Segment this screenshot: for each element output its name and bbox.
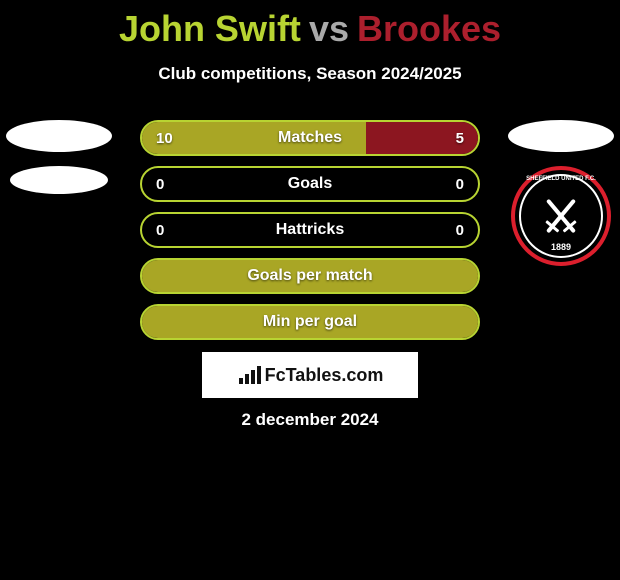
stat-val-left: 0 xyxy=(156,176,164,193)
title-vs: vs xyxy=(309,8,349,49)
left-badge-area xyxy=(4,120,114,194)
stat-row-1: Goals0 0 xyxy=(140,166,480,202)
title-player1: John Swift xyxy=(119,8,301,49)
stat-label: Min per goal xyxy=(142,313,478,331)
crest-swords-icon xyxy=(536,191,586,241)
right-ellipse-1 xyxy=(508,120,614,152)
date-text: 2 december 2024 xyxy=(0,410,620,430)
stat-row-2: Hattricks0 0 xyxy=(140,212,480,248)
left-ellipse-2 xyxy=(10,166,108,194)
stat-rows: Matches105Goals00Hattricks00Goals per ma… xyxy=(140,120,480,340)
crest-top-text: SHEFFIELD UNITED F.C. xyxy=(515,176,607,182)
crest-year: 1889 xyxy=(551,242,571,252)
stat-label: Hattricks xyxy=(142,221,478,239)
bar-chart-icon xyxy=(237,364,263,386)
stat-row-0: Matches10 5 xyxy=(140,120,480,156)
subtitle: Club competitions, Season 2024/2025 xyxy=(0,64,620,84)
stat-val-left: 0 xyxy=(156,222,164,239)
watermark-text: FcTables.com xyxy=(265,365,384,386)
stat-val-right: 5 xyxy=(456,130,464,147)
stat-row-3: Goals per match xyxy=(140,258,480,294)
stat-label: Goals per match xyxy=(142,267,478,285)
stat-label: Goals xyxy=(142,175,478,193)
stat-val-right: 0 xyxy=(456,222,464,239)
stat-val-right: 0 xyxy=(456,176,464,193)
watermark: FcTables.com xyxy=(202,352,418,398)
left-ellipse-1 xyxy=(6,120,112,152)
stat-row-4: Min per goal xyxy=(140,304,480,340)
title-player2: Brookes xyxy=(357,8,501,49)
stat-label: Matches xyxy=(142,129,478,147)
stat-val-left: 10 xyxy=(156,130,173,147)
club-crest: SHEFFIELD UNITED F.C. 1889 xyxy=(511,166,611,266)
right-badge-area: SHEFFIELD UNITED F.C. 1889 xyxy=(506,120,616,266)
